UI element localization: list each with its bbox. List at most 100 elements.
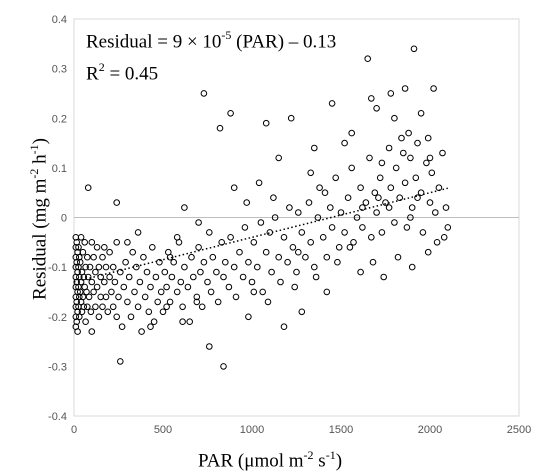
- data-point: [122, 258, 129, 266]
- data-point: [186, 318, 193, 326]
- data-point: [335, 244, 343, 251]
- data-point: [375, 194, 382, 201]
- data-point: [311, 263, 318, 271]
- data-point: [408, 204, 416, 211]
- data-point: [95, 313, 103, 321]
- data-point: [90, 288, 97, 296]
- data-point: [154, 298, 161, 306]
- y-axis-title: Residual (mg m-2 h-1): [27, 138, 51, 300]
- data-point: [179, 303, 186, 311]
- data-point: [232, 293, 240, 301]
- data-point: [275, 154, 283, 162]
- data-point: [314, 214, 322, 221]
- data-point: [248, 278, 256, 286]
- data-point: [99, 253, 106, 261]
- data-point: [419, 229, 427, 236]
- data-point: [328, 100, 336, 107]
- data-point: [277, 278, 284, 286]
- data-point: [90, 253, 97, 261]
- data-point: [106, 273, 113, 281]
- data-point: [140, 253, 147, 261]
- data-point: [76, 288, 84, 296]
- y-tick-label: 0: [61, 213, 67, 225]
- data-point: [321, 189, 329, 196]
- data-point: [97, 293, 104, 301]
- trendline: [73, 187, 448, 283]
- data-point: [124, 239, 131, 246]
- data-point: [250, 288, 258, 296]
- data-point: [368, 95, 375, 102]
- y-tick-label: -0.2: [48, 312, 67, 324]
- data-point: [108, 288, 115, 296]
- data-point: [227, 110, 234, 117]
- data-point: [88, 278, 96, 286]
- data-point: [118, 323, 126, 331]
- data-points: [72, 45, 452, 370]
- data-point: [113, 239, 120, 246]
- regression-equation: Residual = 9 × 10-5 (PAR) – 0.13 R2 = 0.…: [86, 23, 336, 88]
- data-point: [270, 194, 277, 201]
- data-point: [102, 293, 110, 301]
- data-point: [257, 219, 265, 226]
- data-point: [245, 313, 252, 321]
- data-point: [134, 303, 142, 311]
- data-point: [440, 234, 448, 241]
- data-point: [92, 268, 99, 276]
- data-point: [213, 268, 220, 276]
- data-point: [88, 239, 96, 246]
- data-point: [81, 239, 88, 246]
- data-point: [385, 144, 393, 152]
- data-point: [225, 283, 233, 291]
- data-point: [344, 194, 352, 201]
- data-point: [152, 273, 160, 281]
- data-point: [87, 308, 95, 316]
- data-point: [284, 258, 291, 266]
- data-point: [104, 308, 112, 316]
- y-tick-label: 0.1: [52, 163, 67, 175]
- data-point: [149, 244, 156, 251]
- data-point: [117, 358, 124, 365]
- data-point: [145, 308, 153, 316]
- data-point: [417, 110, 425, 117]
- data-point: [141, 293, 149, 301]
- data-point: [332, 174, 340, 182]
- data-point: [97, 273, 104, 281]
- data-point: [426, 154, 434, 162]
- data-point: [391, 219, 398, 226]
- data-point: [401, 85, 409, 92]
- data-point: [298, 308, 306, 316]
- data-point: [136, 278, 144, 286]
- data-point: [73, 318, 80, 326]
- data-point: [200, 258, 208, 266]
- data-point: [83, 288, 90, 296]
- data-point: [80, 303, 88, 311]
- data-point: [298, 229, 306, 236]
- data-point: [161, 268, 169, 276]
- data-point: [216, 124, 224, 132]
- data-point: [359, 224, 366, 231]
- data-point: [262, 248, 270, 256]
- data-point: [150, 318, 158, 326]
- data-point: [428, 169, 436, 177]
- data-point: [394, 253, 402, 261]
- data-point: [76, 258, 84, 266]
- data-point: [407, 154, 414, 162]
- data-point: [323, 288, 331, 296]
- y-tick-label: -0.4: [48, 411, 67, 423]
- x-tick-label: 500: [154, 424, 172, 436]
- data-point: [266, 229, 274, 236]
- data-point: [227, 234, 234, 241]
- data-point: [295, 248, 302, 256]
- data-point: [305, 199, 313, 206]
- data-point: [204, 278, 211, 286]
- data-point: [348, 129, 356, 137]
- data-point: [101, 278, 108, 286]
- data-point: [198, 303, 206, 311]
- data-point: [200, 90, 208, 97]
- data-point: [328, 224, 336, 231]
- data-point: [289, 244, 297, 251]
- data-point: [346, 244, 354, 251]
- data-point: [166, 253, 174, 261]
- x-axis-title: PAR (μmol m-2 s-1): [197, 448, 343, 472]
- data-point: [341, 229, 348, 236]
